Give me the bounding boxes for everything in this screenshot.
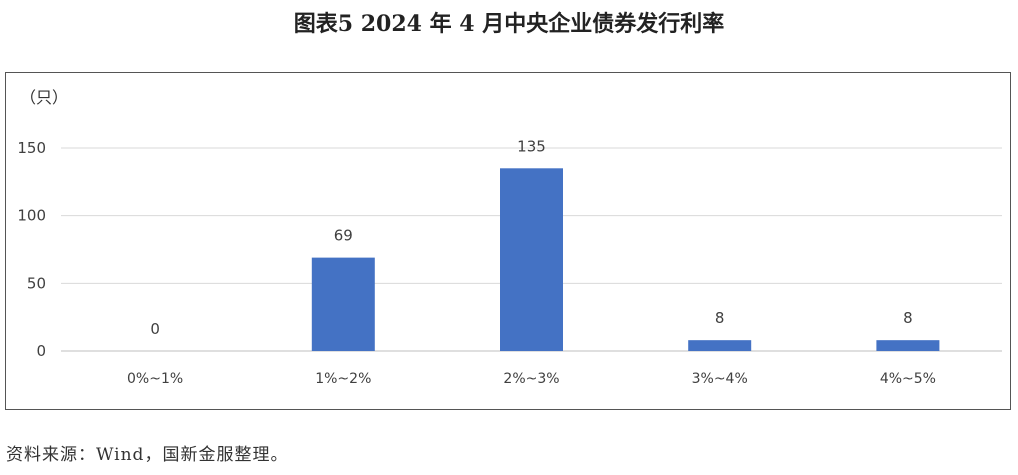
bar [311,257,375,351]
bar [500,168,563,351]
x-tick-label: 2%~3% [503,371,559,387]
y-axis-label: （只） [20,88,68,107]
y-tick-label: 50 [27,274,46,292]
figure-title: 图表5 2024 年 4 月中央企业债券发行利率 [293,11,725,37]
y-tick-label: 0 [36,342,46,360]
x-tick-label: 1%~2% [315,371,371,387]
data-label: 0 [150,320,160,338]
data-label: 8 [903,309,913,327]
bar [876,340,940,351]
x-tick-label: 0%~1% [127,371,183,387]
source-note: 资料来源：Wind，国新金服整理。 [6,445,289,465]
bar [688,340,752,351]
x-tick-label: 4%~5% [880,371,936,387]
data-label: 135 [517,137,546,155]
bar-chart: 0 50 100 150 0 0%~1% 69 1%~2% 135 2%~3% 8 3%~4% 8 4%~… [17,88,1002,387]
chart-frame: 0 50 100 150 0 0%~1% 69 1%~2% 135 2%~3% 8 3%~4% 8 4%~… [5,72,1011,410]
y-tick-label: 150 [17,139,46,157]
x-tick-label: 3%~4% [692,371,748,387]
data-label: 8 [715,309,725,327]
y-tick-label: 100 [17,207,46,225]
data-label: 69 [334,227,353,245]
